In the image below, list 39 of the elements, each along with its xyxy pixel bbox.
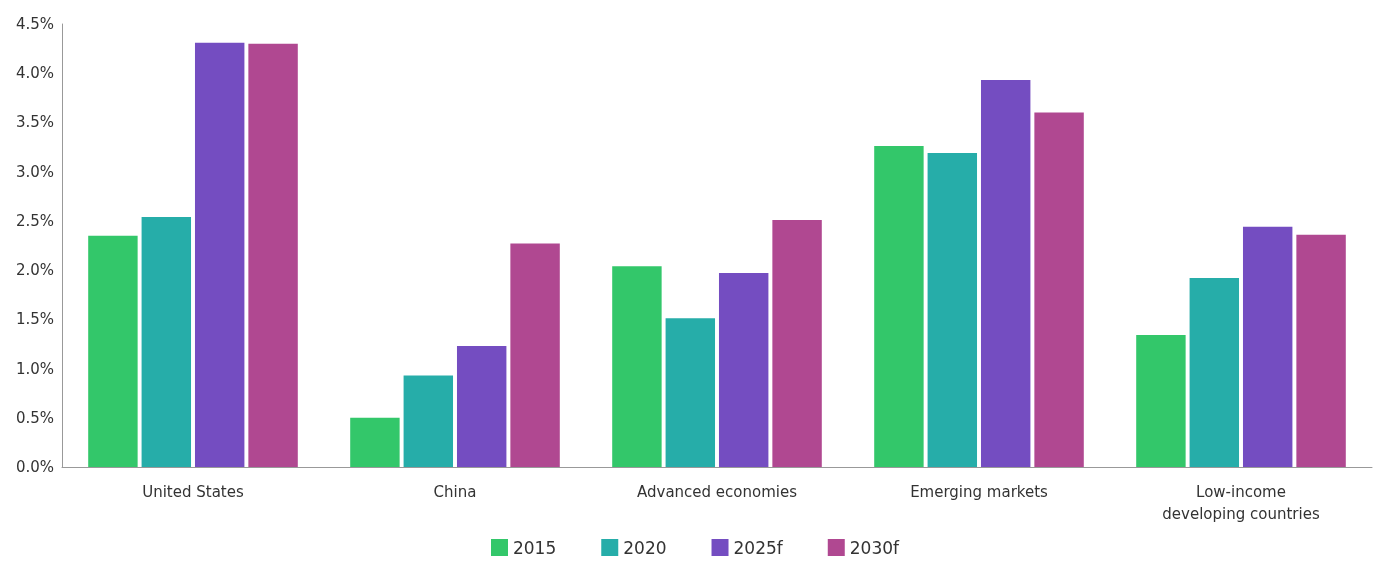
y-tick-label: 4.0% xyxy=(15,64,54,83)
bar xyxy=(612,266,662,467)
y-tick-label: 1.5% xyxy=(15,310,54,329)
legend-label: 2015 xyxy=(512,537,557,558)
bar xyxy=(927,152,978,467)
bar xyxy=(1136,335,1186,467)
y-tick-label: 3.0% xyxy=(15,162,54,181)
legend-label: 2030f xyxy=(849,537,901,558)
bar xyxy=(1296,234,1346,467)
bar xyxy=(88,235,138,467)
x-tick-label: Low-income developing countries xyxy=(1162,483,1320,523)
bar xyxy=(1034,112,1084,467)
bar xyxy=(456,345,507,467)
bar xyxy=(1189,277,1240,467)
y-tick-label: 2.5% xyxy=(15,211,54,230)
bar xyxy=(718,273,769,467)
x-tick-label: Emerging markets xyxy=(910,483,1049,501)
bar xyxy=(1242,226,1293,467)
legend-label: 2020 xyxy=(623,537,667,558)
bar xyxy=(194,42,245,467)
y-tick-label: 2.0% xyxy=(15,261,54,280)
y-tick-label: 0.5% xyxy=(15,408,54,427)
y-tick-label: 4.5% xyxy=(15,15,54,33)
bar xyxy=(141,216,192,467)
y-tick-label: 3.5% xyxy=(15,113,54,132)
bar xyxy=(510,243,560,467)
x-tick-label: United States xyxy=(142,483,244,501)
bar xyxy=(350,417,400,467)
bar xyxy=(665,318,716,467)
bar xyxy=(772,219,822,467)
y-tick-label: 1.0% xyxy=(15,359,54,378)
bar xyxy=(874,146,924,467)
x-tick-label: Advanced economies xyxy=(636,483,798,501)
bar xyxy=(980,80,1031,467)
bar xyxy=(248,43,298,467)
bar xyxy=(403,375,454,467)
y-tick-label: 0.0% xyxy=(15,458,54,476)
legend-label: 2025f xyxy=(733,537,784,558)
x-tick-label: China xyxy=(433,483,477,501)
